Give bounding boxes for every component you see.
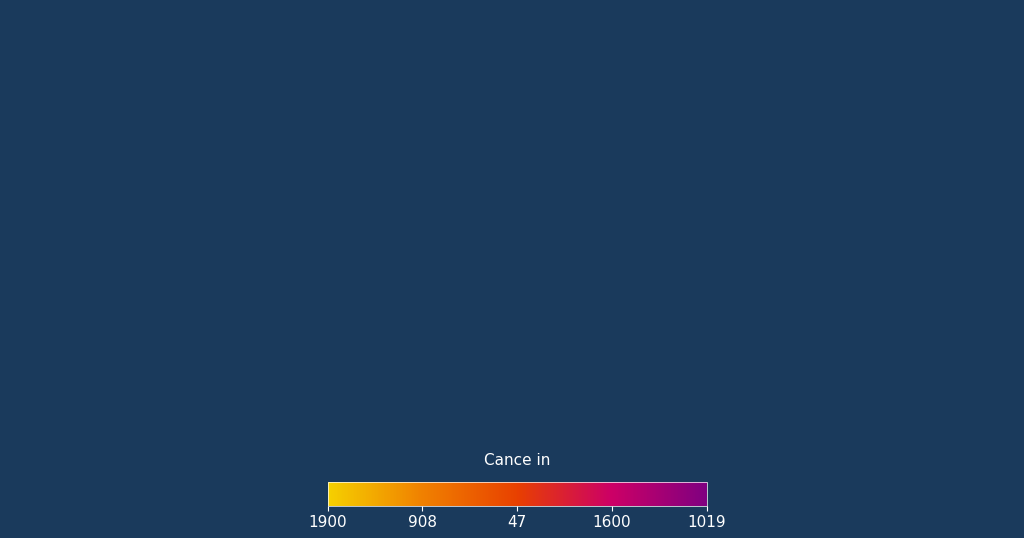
Text: Cance in: Cance in	[484, 453, 550, 468]
